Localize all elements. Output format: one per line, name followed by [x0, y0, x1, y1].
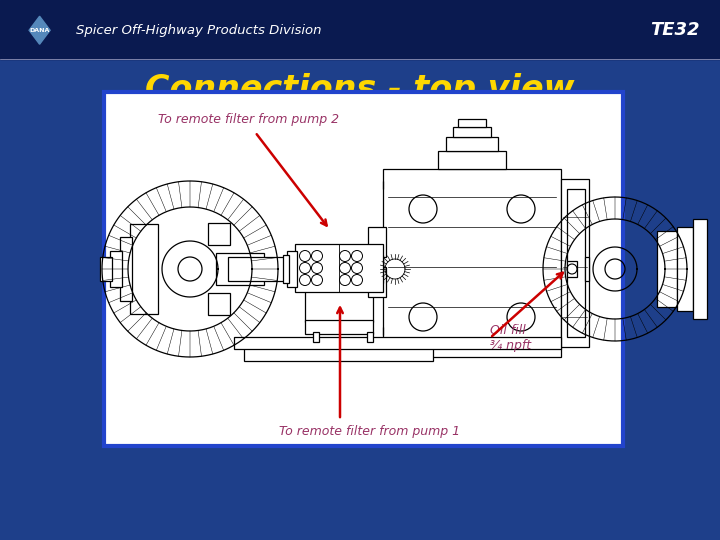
Bar	[228, 257, 295, 281]
Bar	[458, 119, 486, 127]
Bar	[367, 332, 373, 342]
Bar	[234, 337, 561, 349]
Bar	[305, 320, 373, 334]
Bar	[130, 224, 158, 314]
Bar	[216, 253, 264, 285]
Bar	[657, 231, 677, 307]
Text: DANA: DANA	[30, 28, 50, 33]
Bar	[567, 189, 585, 337]
Bar	[104, 92, 623, 445]
Bar	[383, 169, 561, 357]
Bar	[368, 227, 386, 257]
Bar	[208, 223, 230, 245]
Bar	[561, 179, 589, 347]
Bar	[567, 261, 577, 277]
Bar	[208, 293, 230, 315]
Bar	[0, 0, 720, 59]
Bar	[368, 267, 386, 297]
Bar	[446, 137, 498, 151]
Text: TE32: TE32	[650, 21, 700, 39]
Bar	[453, 127, 491, 137]
Bar	[295, 244, 383, 292]
Polygon shape	[29, 16, 50, 44]
Bar	[287, 251, 297, 287]
Bar	[100, 257, 112, 281]
Bar	[677, 227, 693, 311]
Bar	[693, 219, 707, 319]
Bar	[244, 347, 433, 361]
Text: To remote filter from pump 2: To remote filter from pump 2	[158, 113, 339, 126]
Bar	[313, 332, 319, 342]
Text: Spicer Off-Highway Products Division: Spicer Off-Highway Products Division	[76, 24, 321, 37]
Bar	[110, 251, 122, 287]
Text: Connections - top view: Connections - top view	[145, 72, 575, 106]
Text: To remote filter from pump 1: To remote filter from pump 1	[279, 426, 461, 438]
Bar	[283, 255, 289, 283]
Text: Oil fill: Oil fill	[490, 323, 526, 336]
Bar	[438, 151, 506, 169]
Text: ¾ npft: ¾ npft	[490, 339, 531, 352]
Bar	[120, 237, 132, 301]
Bar	[305, 290, 373, 322]
Bar	[585, 257, 589, 281]
